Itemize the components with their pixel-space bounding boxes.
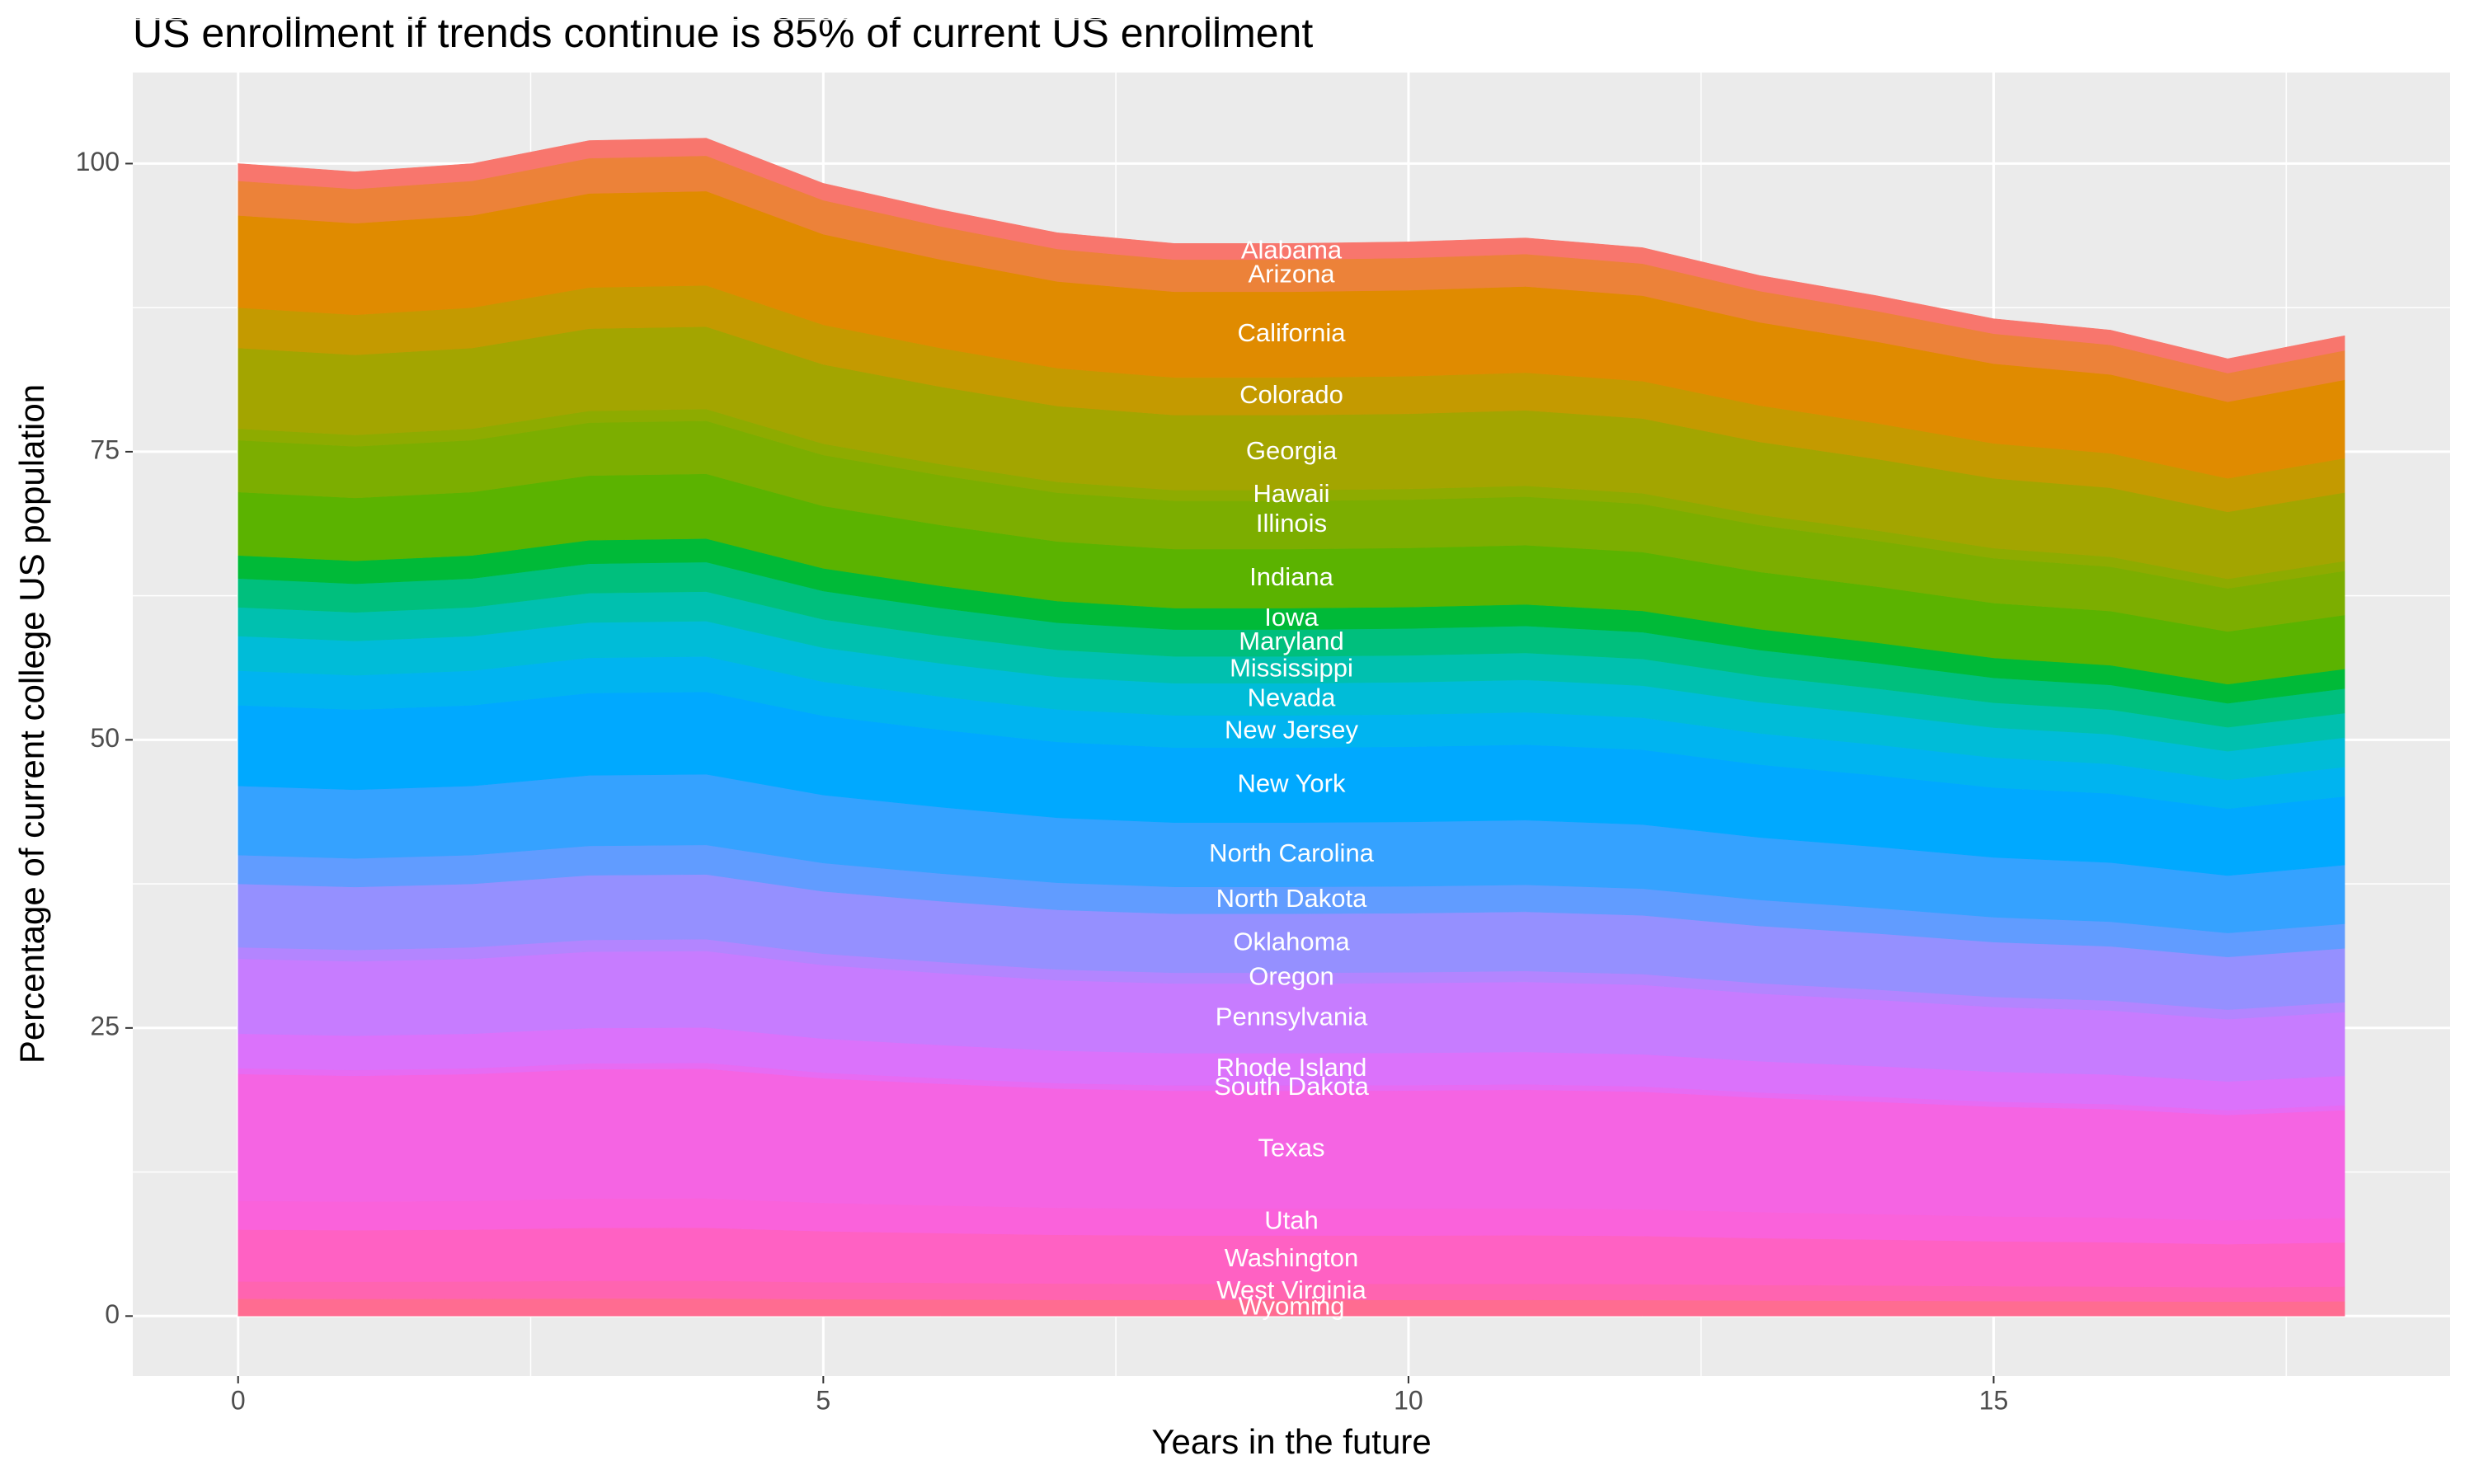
series-label: Texas — [1258, 1134, 1325, 1162]
series-label: Maryland — [1239, 627, 1344, 655]
area — [238, 138, 2345, 373]
series-label: Washington — [1225, 1243, 1359, 1272]
series-label: Wyoming — [1239, 1292, 1345, 1321]
y-axis-label: Percentage of current college US populat… — [12, 384, 51, 1064]
x-tick-label: 5 — [816, 1385, 830, 1415]
series-label: North Carolina — [1209, 838, 1375, 867]
series-label: Nevada — [1248, 683, 1337, 711]
series-label: Mississippi — [1230, 654, 1353, 683]
series-label: Utah — [1264, 1206, 1318, 1235]
x-tick-label: 0 — [231, 1385, 246, 1415]
series-label: California — [1238, 318, 1347, 347]
series-label: Alabama — [1241, 235, 1343, 264]
series-label: North Dakota — [1216, 884, 1367, 913]
series-label: Hawaii — [1253, 479, 1329, 508]
x-tick-label: 15 — [1979, 1385, 2009, 1415]
y-tick-label: 0 — [105, 1299, 120, 1329]
series-label: Arizona — [1248, 260, 1335, 289]
series-label: Georgia — [1246, 436, 1338, 465]
series-label: New York — [1238, 768, 1346, 797]
series-label: Oregon — [1249, 962, 1333, 991]
y-tick-label: 50 — [90, 723, 120, 753]
series-label: Indiana — [1249, 562, 1333, 591]
series-label: South Dakota — [1214, 1072, 1370, 1101]
x-tick-label: 10 — [1394, 1385, 1423, 1415]
series-label: Illinois — [1256, 509, 1327, 538]
series-label: Pennsylvania — [1216, 1002, 1368, 1031]
y-tick-label: 25 — [90, 1011, 120, 1040]
series-label: West Virginia — [1216, 1275, 1366, 1304]
series-label: Rhode Island — [1216, 1053, 1367, 1082]
chart-title: US enrollment if trends continue is 85% … — [133, 10, 1313, 56]
x-axis-label: Years in the future — [1151, 1422, 1431, 1461]
y-tick-label: 100 — [76, 147, 120, 176]
series-label: Iowa — [1264, 603, 1319, 632]
series-label: New Jersey — [1225, 715, 1358, 744]
series-label: Oklahoma — [1233, 927, 1350, 956]
series-label: Colorado — [1239, 380, 1343, 409]
y-tick-label: 75 — [90, 434, 120, 464]
